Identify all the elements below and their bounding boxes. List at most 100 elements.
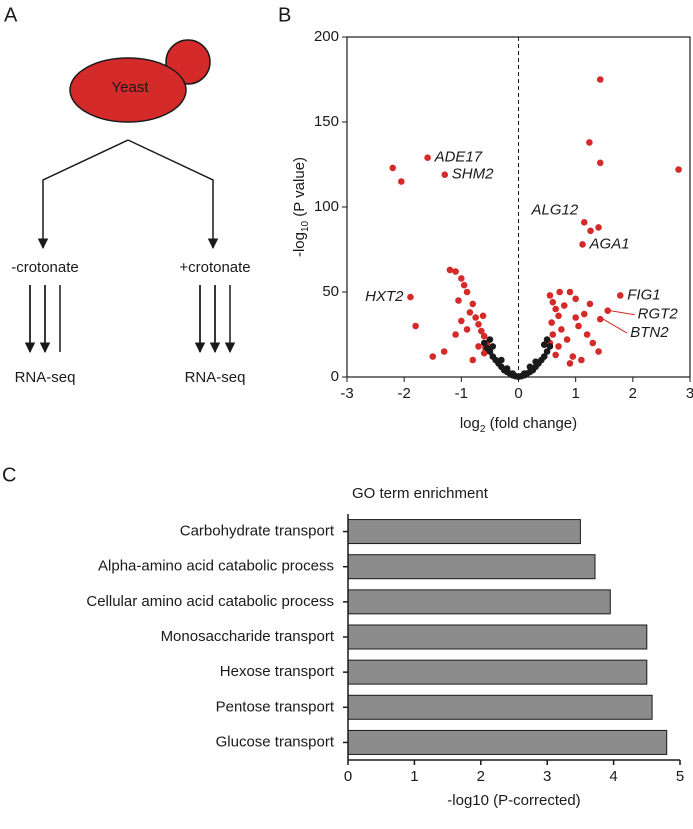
axis-label: -log10 (P value) [291,157,311,257]
data-point [452,331,459,338]
data-point [596,159,604,167]
x-tick-label: 1 [571,385,579,402]
data-point [569,353,577,360]
data-point [478,327,485,335]
x-tick-label: -3 [340,385,353,402]
data-point [407,293,414,301]
x-tick-label: 1 [410,768,418,785]
x-tick-label: 3 [686,385,693,402]
data-point [475,343,482,350]
y-tick-label: 100 [314,198,339,215]
leader-line [602,318,628,334]
gene-label: AGA1 [589,235,630,252]
axis-label-part: (P value) [291,157,308,221]
panel-a [24,39,230,352]
data-point [549,298,557,306]
data-point [575,322,582,330]
data-point [503,365,511,372]
data-point [540,353,548,360]
cell-label: Yeast [112,79,150,96]
bar [347,554,596,580]
bar [347,624,648,650]
x-axis-label: -log10 (P-corrected) [447,792,580,809]
data-point [580,310,588,318]
data-point [558,326,565,333]
category-label: Carbohydrate transport [180,523,335,540]
arrow [37,139,129,250]
data-point [616,292,624,299]
output: RNA-seq [15,369,76,386]
data-point [572,295,579,303]
data-point [543,348,551,355]
gene-label: ALG12 [531,201,579,218]
data-point [520,370,528,377]
yeast-cell [69,57,187,123]
data-point [540,341,548,349]
data-point [596,76,604,83]
data-point [480,339,488,347]
data-point [460,281,468,289]
gene-label: FIG1 [627,286,660,303]
condition: +crotonate [179,259,250,276]
axis-label: log2 (fold change) [460,415,577,435]
data-point [587,227,594,235]
panel-label: A [4,4,18,26]
data-point [466,309,474,316]
chart-title: GO term enrichment [352,485,489,502]
data-point [583,331,591,338]
x-tick-label: -2 [397,385,410,402]
data-point [586,139,593,146]
data-point [546,292,554,299]
data-point [579,241,586,248]
data-point [489,343,497,350]
x-tick-label: 2 [477,768,485,785]
data-point [556,288,563,296]
data-point [389,164,397,172]
axis-label-part: -log [291,232,308,257]
data-point [412,322,419,330]
subscript: 10 [300,220,311,232]
panel-label: B [278,4,291,26]
data-point [526,363,534,371]
data-point [446,266,454,274]
data-point [604,307,611,315]
data-point [463,326,471,333]
data-point [566,288,574,296]
gene-label: ADE17 [434,149,483,166]
data-point [424,154,431,161]
x-tick-label: 0 [514,385,522,402]
y-tick-label: 150 [314,113,339,130]
bar [347,519,581,545]
bar [347,589,611,615]
data-point [595,348,602,355]
data-point [595,224,602,231]
data-point [675,166,682,173]
data-point [480,349,488,357]
data-point [563,336,571,343]
data-point [543,336,551,343]
data-point [486,336,494,343]
data-point [589,339,597,347]
data-point [440,348,448,355]
gene-label: SHM2 [452,166,494,183]
gene-label: RGT2 [638,306,679,323]
panel-label: C [2,464,16,486]
data-point [549,331,557,338]
data-point [429,353,437,360]
data-point [472,314,479,321]
category-label: Glucose transport [216,733,335,750]
output: RNA-seq [185,369,246,386]
y-tick-label: 200 [314,28,339,45]
category-label: Alpha-amino acid catabolic process [98,558,334,575]
category-label: Monosaccharide transport [161,628,335,645]
category-label: Hexose transport [220,663,335,680]
data-point [552,351,559,359]
data-point [552,305,559,313]
data-point [469,300,477,308]
x-tick-label: 4 [609,768,617,785]
gene-label: BTN2 [630,324,669,341]
data-point [458,275,465,282]
arrow [127,139,219,250]
bar [347,659,648,685]
data-point [578,356,585,364]
